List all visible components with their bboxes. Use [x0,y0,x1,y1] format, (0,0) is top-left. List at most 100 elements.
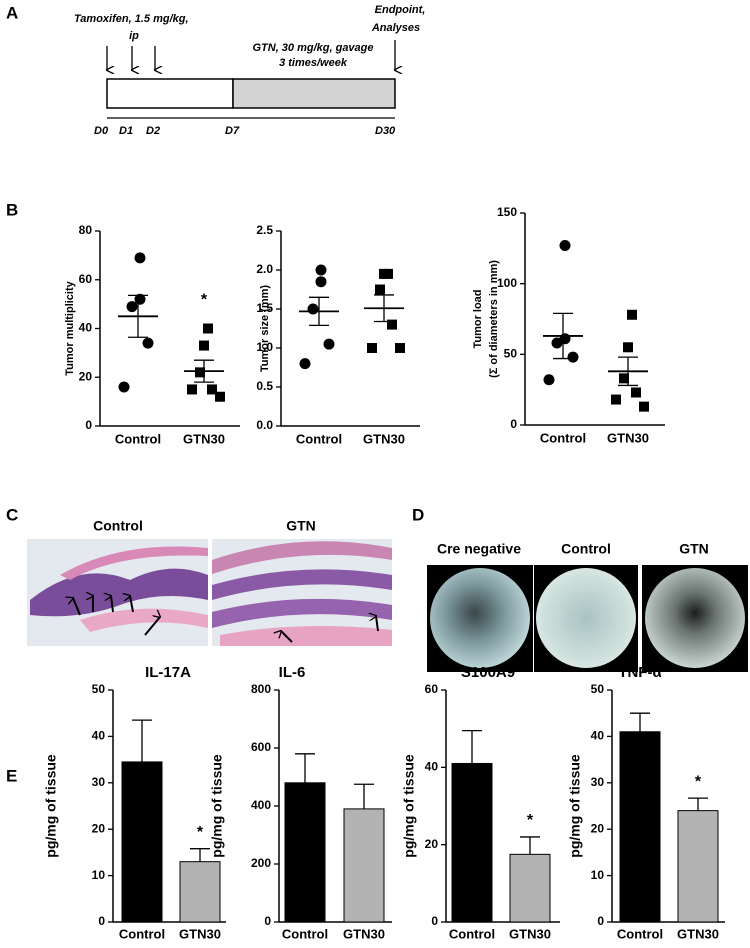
x-tick-label: GTN30 [509,926,551,941]
error-bar [553,312,573,360]
data-point [203,323,213,334]
arrow [281,631,293,643]
error-bar [309,296,329,327]
chart-title: S100A9 [461,664,515,681]
tissue [212,569,392,600]
error-bar [630,712,650,732]
timeline-text: GTN, 30 mg/kg, gavage [252,42,373,54]
timeline-text: ip [129,30,139,42]
chart: 0 200 400 600 800 pg/mg of tissue IL-6 Control G… [209,664,392,941]
data-point [195,367,205,378]
arrow [376,616,379,632]
timeline-text: Endpoint, [375,4,426,16]
chart: 0 50 100 150 Tumor load (Σ of diameters in mm… [472,205,665,445]
data-point [118,381,130,393]
day-label: D0 [94,125,109,137]
x-tick-label: Control [296,431,342,446]
data-point [375,284,385,295]
endoscopy-view [536,568,636,668]
arrows [73,596,379,643]
timeline-text: Analyses [371,22,420,34]
y-tick-label: 200 [251,856,271,870]
tissue [80,608,208,632]
y-axis-label: Tumor multiplicity [64,280,76,375]
y-tick-label: 0 [264,914,271,928]
data-point [387,319,397,330]
data-point [142,337,154,349]
data-point [631,387,641,398]
y-tick-label: 10 [591,868,605,882]
y-axis-label: pg/mg of tissue [567,754,583,858]
error-bar [295,753,315,783]
y-tick-label: 50 [504,347,518,361]
y-tick-label: 20 [425,837,439,851]
chart: 0 20 40 60 80 Tumor multiplicity Control GTN30 * [64,223,240,446]
significance: * [197,824,204,841]
y-tick-label: 0 [98,914,105,928]
y-tick-label: 30 [591,775,605,789]
significance: * [695,773,702,790]
y-axis-label: pg/mg of tissue [43,754,59,858]
y-axis-label: pg/mg of tissue [401,754,417,858]
data-point [187,384,197,395]
data-point [299,358,311,370]
y-tick-label: 60 [79,272,93,286]
y-tick-label: 40 [591,729,605,743]
timeline-box [232,78,396,109]
y-tick-label: 1.0 [256,340,273,354]
day-label: D2 [146,125,160,137]
endoscopy: Cre negative Control GTN [427,541,748,672]
y-tick-label: 600 [251,740,271,754]
y-tick-label: 60 [425,682,439,696]
data-point [551,337,563,349]
data-point [323,338,335,350]
day-label: D1 [119,125,133,137]
x-tick-label: GTN30 [607,430,649,445]
data-point [207,384,217,395]
data-point [315,276,327,288]
data-point [559,240,571,252]
data-point [134,252,146,264]
x-tick-label: GTN30 [363,431,405,446]
y-tick-label: 2.5 [256,223,273,237]
data-point [627,309,637,320]
timeline-text: 3 times/week [279,57,348,69]
image-title: GTN [679,541,709,557]
bar [343,808,385,923]
error-bar [132,719,152,762]
x-tick-label: Control [540,430,586,445]
y-tick-label: 0 [431,914,438,928]
bar [121,761,163,923]
y-tick-label: 40 [425,760,439,774]
chart-title: TNF-α [618,664,662,681]
y-axis-label: (Σ of diameters in mm) [488,260,500,378]
data-point [199,340,209,351]
chart-title: IL-6 [279,664,306,681]
bar [284,782,326,923]
bar [451,762,493,923]
data-point [307,303,319,315]
bar [677,810,719,923]
y-tick-label: 800 [251,682,271,696]
y-tick-label: 40 [79,321,93,335]
data-point [126,301,138,313]
error-bar [520,836,540,855]
endoscopy-view [645,568,745,668]
panel-label: A [6,3,18,22]
x-tick-label: Control [115,431,161,446]
x-tick-label: Control [282,926,328,941]
bar [179,861,221,923]
y-axis-label: Tumor size (mm) [259,285,271,373]
arrow [144,617,160,636]
y-tick-label: 0 [597,914,604,928]
image-title: Control [93,518,143,534]
endoscopy-view [430,568,530,668]
y-tick-label: 0 [85,418,92,432]
error-bar [374,294,394,323]
chart: 0.0 0.5 1.0 1.5 2.0 2.5 Tumor size (mm) Control… [256,223,420,446]
data-point [215,391,225,402]
data-point [611,394,621,405]
panel-label: D [412,505,424,524]
